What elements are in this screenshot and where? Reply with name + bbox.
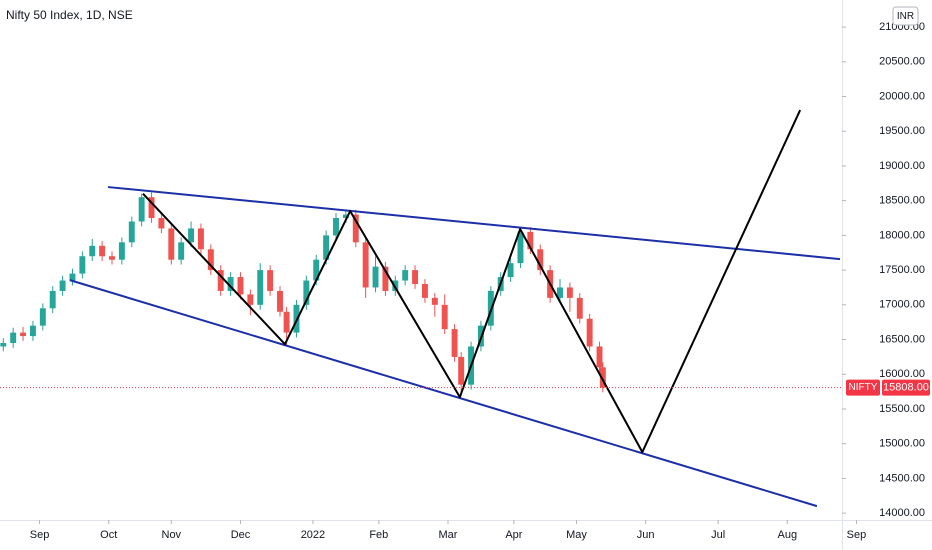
chart-title: Nifty 50 Index, 1D, NSE [6,8,133,22]
candle-body [257,270,264,305]
candle-body [188,228,195,243]
candle-body [20,332,27,337]
y-tick-label: 19000.00 [879,160,925,172]
y-tick-label: 14000.00 [879,507,925,519]
y-tick-label: 14500.00 [879,472,925,484]
candle-body [283,311,290,333]
x-tick-label: Mar [439,529,458,541]
candle-body [372,266,379,288]
y-tick-label: 17000.00 [879,299,925,311]
x-tick-label: Sep [30,529,50,541]
candle-body [557,287,563,298]
candle-body [342,214,349,219]
last-price-name-box [846,379,880,396]
trend-drawing [107,186,841,261]
y-tick-label: 17500.00 [879,264,925,276]
candle-body [59,280,66,291]
y-tick-label: 15500.00 [879,403,925,415]
candle-body [576,297,583,319]
candle-body [458,356,465,385]
candle-body [89,245,96,257]
candle-body [148,197,155,219]
candle-body [49,290,56,309]
y-tick-label: 18000.00 [879,229,925,241]
candle-body [596,346,603,368]
x-tick-label: 2022 [301,529,325,541]
candle-body [507,263,514,278]
candle-body [128,221,135,243]
candle-body [586,318,593,347]
candle-body [537,249,544,271]
last-price-name: NIFTY [849,382,878,393]
y-tick-label: 16500.00 [879,333,925,345]
candle-body [421,283,428,298]
candle-body [0,343,7,347]
candle-body [527,231,534,250]
candle-body [197,228,204,250]
candle-body [362,242,369,288]
candle-body [303,280,310,305]
candle-body [109,256,115,260]
x-tick-label: Feb [369,529,388,541]
y-tick-label: 15000.00 [879,438,925,450]
candle-body [566,287,573,298]
candle-body [99,245,106,257]
x-tick-label: Jun [637,529,655,541]
x-tick-label: Sep [847,529,867,541]
candle-body [267,270,274,291]
x-tick-label: Dec [231,529,251,541]
candle-body [333,218,339,236]
candle-body [217,270,224,291]
candle-body [79,256,86,274]
y-tick-label: 16000.00 [879,368,925,380]
y-tick-label: 19500.00 [879,125,925,137]
candle-body [402,270,409,281]
x-tick-label: Apr [505,529,522,541]
candle-body [517,231,524,264]
x-tick-label: Nov [162,529,182,541]
candle-body [412,270,419,284]
y-tick-label: 18500.00 [879,195,925,207]
candle-body [69,273,76,281]
y-tick-label: 20500.00 [879,56,925,68]
x-tick-label: Jul [711,529,725,541]
candle-body [10,332,17,344]
candle-body [313,259,320,281]
y-tick-label: 20000.00 [879,90,925,102]
last-price-label: 15808.00 [883,382,929,394]
candle-body [247,294,254,305]
candle-body [237,277,244,295]
x-tick-label: May [566,529,587,541]
trend-drawing [69,279,818,508]
candle-body [39,308,46,326]
candle-body [227,277,234,291]
x-tick-label: Aug [778,529,798,541]
candle-body [277,290,283,312]
candle-body [178,242,185,260]
currency-label: INR [897,11,914,22]
candle-body [168,228,175,260]
candle-body [599,367,606,388]
candle-body [431,297,438,305]
candle-body [138,197,145,222]
x-tick-label: Oct [100,529,117,541]
candle-body [323,235,330,260]
currency-box [892,6,919,26]
candle-body [158,218,165,229]
candle-body [352,214,359,243]
candle-body [441,304,448,330]
candle-body [29,325,36,337]
last-price-box [882,379,930,396]
trend-drawing [142,109,802,454]
candle-body [382,266,389,291]
candle-body [118,242,125,260]
candle-body [207,249,214,271]
candle-body [451,329,458,357]
